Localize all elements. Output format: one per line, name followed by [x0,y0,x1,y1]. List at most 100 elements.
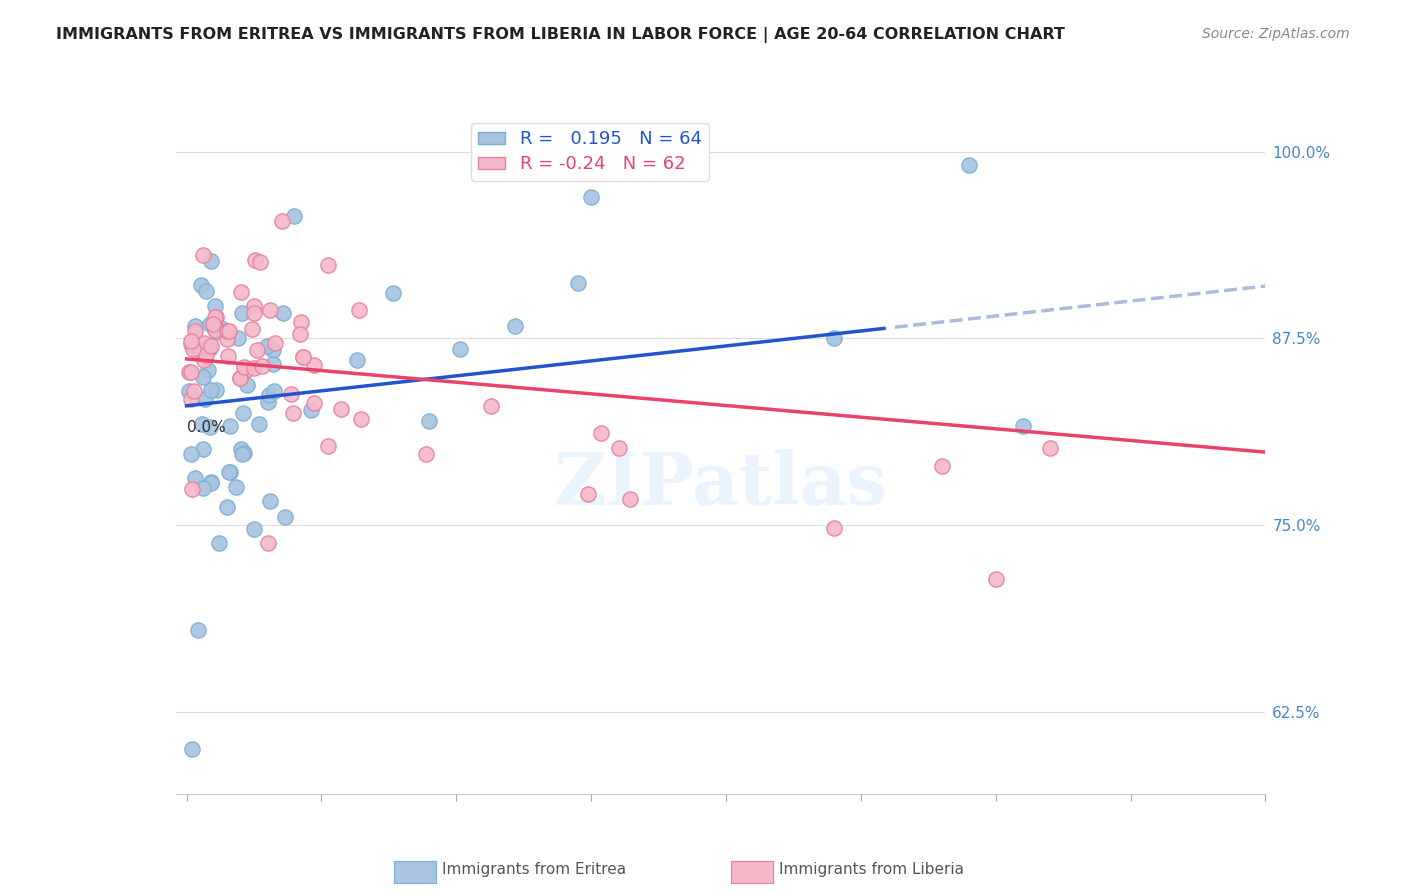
Point [316,439,339,453]
Point [381,286,404,301]
Point [219,419,242,434]
Point [259,302,281,317]
Point [205,383,228,397]
Point [619,491,641,506]
Point [242,306,264,320]
Text: IMMIGRANTS FROM ERITREA VS IMMIGRANTS FROM LIBERIA IN LABOR FORCE | AGE 20-64 CO: IMMIGRANTS FROM ERITREA VS IMMIGRANTS FR… [56,27,1066,43]
Point [233,360,256,375]
Point [330,402,353,417]
Point [181,342,204,356]
Point [228,371,250,385]
Point [257,536,280,550]
Point [190,417,212,431]
Point [183,384,205,399]
Point [1011,418,1033,433]
Point [503,318,526,333]
Point [226,331,249,345]
Point [589,425,612,440]
Point [984,572,1007,586]
Point [240,322,263,336]
Point [231,306,253,320]
Point [270,214,292,228]
Point [200,254,222,268]
Legend: R =   0.195   N = 64, R = -0.24   N = 62: R = 0.195 N = 64, R = -0.24 N = 62 [471,123,709,180]
Point [259,494,281,508]
Point [280,387,302,401]
Point [257,395,280,409]
Point [217,332,239,346]
Text: 0.0%: 0.0% [187,419,225,434]
Point [415,447,437,461]
Point [957,159,980,173]
Point [197,363,219,377]
Point [302,359,325,373]
Point [181,482,204,496]
Text: Immigrants from Liberia: Immigrants from Liberia [779,863,965,877]
Point [218,465,240,479]
Point [218,325,240,339]
Point [204,323,226,337]
Point [193,336,215,351]
Point [243,522,266,536]
Point [346,353,368,368]
Point [217,349,239,363]
Point [180,365,202,379]
Point [249,254,271,268]
Point [194,284,217,298]
Point [823,521,845,535]
Point [247,417,270,431]
Point [205,325,228,339]
Point [1039,441,1062,455]
Point [609,441,631,455]
Point [578,486,600,500]
Point [246,343,269,357]
Point [299,403,322,417]
Point [180,742,202,756]
Point [200,341,222,355]
Point [292,350,315,364]
Point [184,470,207,484]
Point [316,258,339,272]
Point [190,278,212,293]
Point [194,392,217,407]
Point [243,361,266,376]
Point [179,366,201,380]
Point [215,324,238,338]
Point [236,377,259,392]
Point [193,442,215,456]
Point [256,339,278,353]
Point [187,623,209,637]
Point [274,509,297,524]
Point [200,318,222,332]
Point [225,480,247,494]
Point [208,324,231,338]
Point [191,481,214,495]
Point [184,325,207,339]
Point [823,331,845,345]
Point [193,353,215,368]
Point [283,209,305,223]
Point [243,299,266,313]
Point [349,412,371,426]
Point [231,285,253,299]
Point [179,384,201,399]
Point [200,475,222,489]
Point [180,392,202,406]
Point [191,248,214,262]
Point [231,447,253,461]
Point [481,399,503,413]
Point [418,414,440,428]
Point [263,384,285,398]
Point [200,476,222,491]
Point [233,446,256,460]
Point [200,383,222,397]
Point [218,465,240,479]
Point [191,370,214,384]
Point [228,371,250,385]
Point [202,317,225,331]
Point [205,310,228,324]
Point [204,299,226,313]
Point [180,336,202,351]
Point [288,327,311,342]
Point [209,321,232,335]
